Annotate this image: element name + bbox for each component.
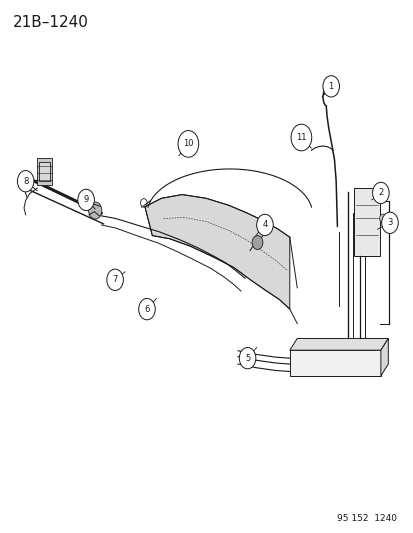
Circle shape bbox=[107, 269, 123, 290]
Circle shape bbox=[138, 298, 155, 320]
Text: 10: 10 bbox=[183, 140, 193, 148]
Circle shape bbox=[178, 131, 198, 157]
FancyBboxPatch shape bbox=[289, 350, 380, 376]
Text: 21B–1240: 21B–1240 bbox=[12, 15, 88, 30]
FancyBboxPatch shape bbox=[37, 158, 52, 185]
Text: 3: 3 bbox=[387, 219, 392, 227]
Text: 8: 8 bbox=[23, 177, 28, 185]
Text: 5: 5 bbox=[244, 354, 249, 362]
Circle shape bbox=[78, 189, 94, 211]
FancyBboxPatch shape bbox=[353, 188, 379, 256]
Circle shape bbox=[239, 348, 255, 369]
Circle shape bbox=[252, 236, 262, 249]
Circle shape bbox=[322, 76, 339, 97]
Text: 7: 7 bbox=[112, 276, 117, 284]
Circle shape bbox=[372, 182, 388, 204]
Circle shape bbox=[256, 214, 273, 236]
Text: 2: 2 bbox=[377, 189, 382, 197]
Circle shape bbox=[290, 124, 311, 151]
Text: 4: 4 bbox=[262, 221, 267, 229]
Polygon shape bbox=[289, 338, 387, 350]
Text: 9: 9 bbox=[83, 196, 88, 204]
Circle shape bbox=[88, 202, 102, 219]
Text: 6: 6 bbox=[144, 305, 149, 313]
Text: 1: 1 bbox=[328, 82, 333, 91]
Circle shape bbox=[17, 171, 34, 192]
Polygon shape bbox=[380, 338, 387, 376]
Text: 11: 11 bbox=[295, 133, 306, 142]
Text: 95 152  1240: 95 152 1240 bbox=[337, 514, 396, 523]
Circle shape bbox=[381, 212, 397, 233]
Polygon shape bbox=[145, 195, 289, 309]
Circle shape bbox=[379, 214, 385, 223]
FancyBboxPatch shape bbox=[39, 162, 50, 181]
